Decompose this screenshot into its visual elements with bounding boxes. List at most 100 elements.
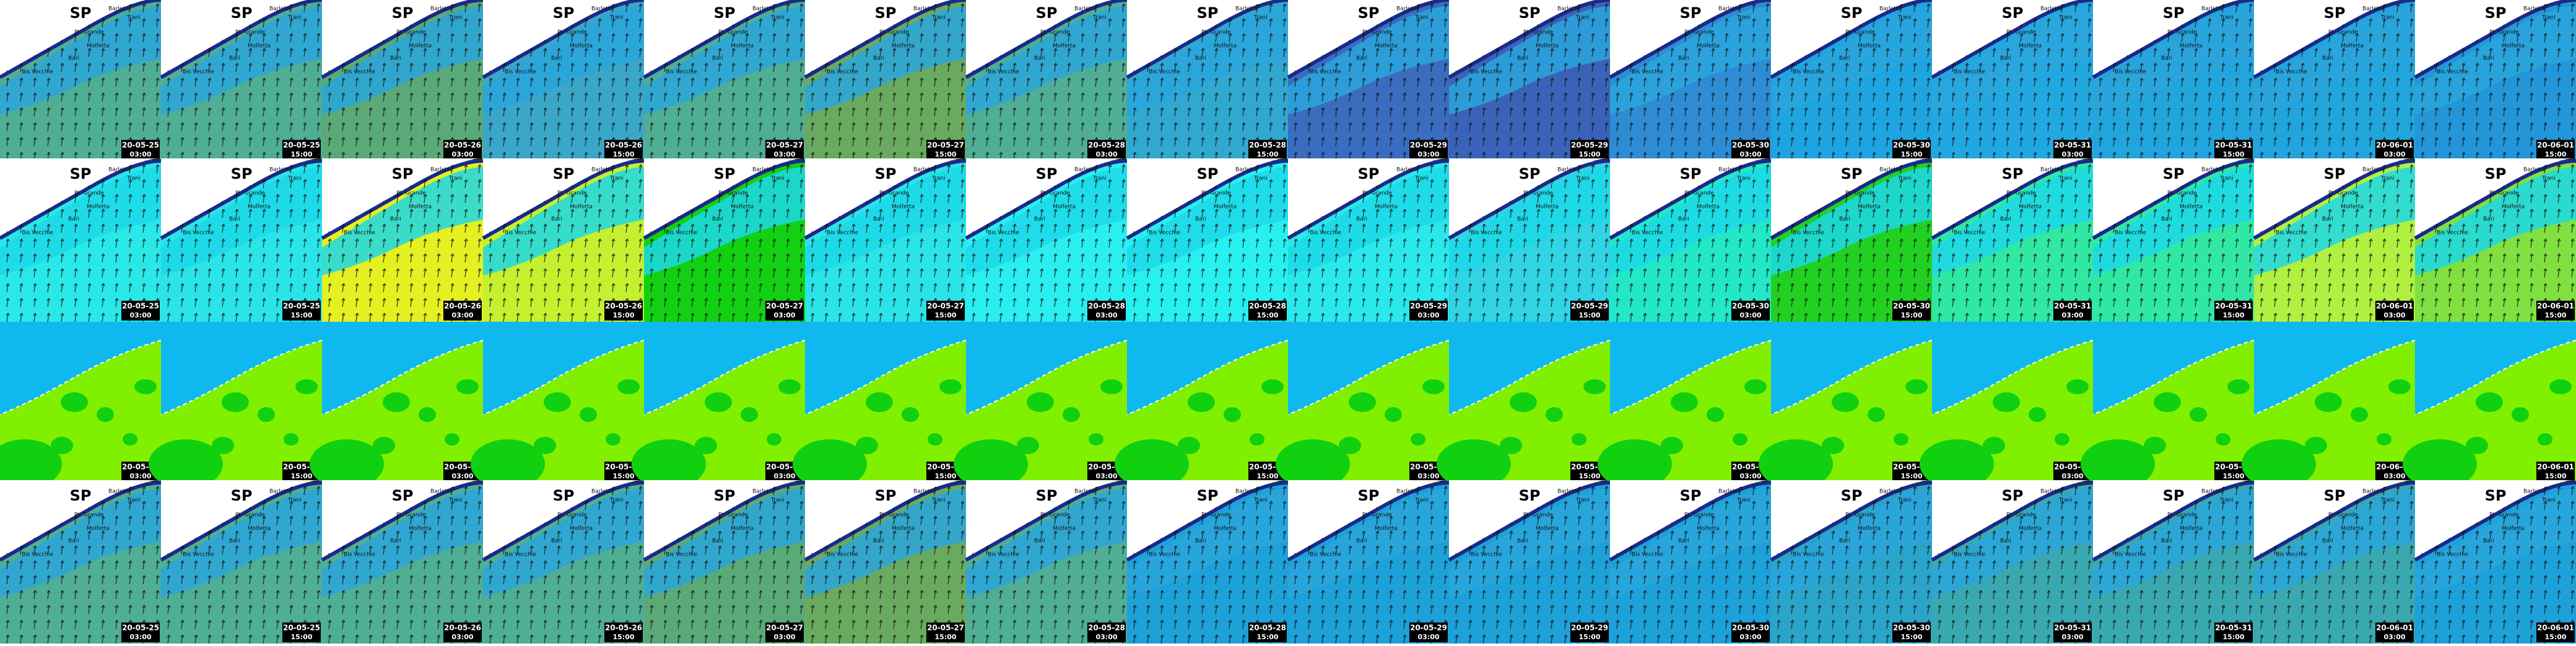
tile-title: SP — [392, 165, 414, 183]
place-label: Bis Vecchie — [2437, 230, 2468, 236]
tile-date: 20-05-30 — [1893, 141, 1930, 150]
map-tile: Barletta Trani Pt. Grande Molfetta Bari Bis V… — [321, 158, 484, 322]
tile-date: 20-05-31 — [2215, 302, 2252, 311]
tile-time: 03:00 — [2061, 311, 2083, 319]
land-mask — [2254, 480, 2415, 557]
place-label: Molfetta — [731, 43, 754, 50]
tile-time: 15:00 — [2222, 633, 2244, 641]
tile-time: 15:00 — [290, 311, 312, 319]
tile-date: 20-05-28 — [1249, 624, 1286, 632]
place-label: Bis Vecchie — [2115, 230, 2146, 236]
tile-date: 20-05-28 — [1249, 302, 1286, 311]
map-tile: Barletta Trani Pt. Grande Molfetta Bari Bis V… — [2253, 0, 2416, 161]
tile-title: SP — [2002, 165, 2024, 183]
tile-time: 15:00 — [2544, 472, 2566, 480]
place-label: Trani — [2541, 497, 2556, 504]
place-label: Molfetta — [409, 43, 432, 50]
lowland-patch — [1661, 437, 1683, 454]
place-label: Bari — [1839, 217, 1850, 223]
lowland-patch — [383, 392, 410, 412]
map-tile: Barletta Trani Pt. Grande Molfetta Bari Bis V… — [1126, 158, 1289, 322]
land-mask — [2254, 158, 2415, 235]
tile-date: 20-05-29 — [1571, 302, 1608, 311]
land-mask — [1449, 158, 1610, 235]
map-tile: Barletta Trani Pt. Grande Molfetta Bari Bis V… — [643, 480, 806, 644]
place-label: Trani — [1897, 15, 1912, 21]
place-label: Molfetta — [87, 526, 110, 532]
place-label: Bis Vecchie — [2437, 552, 2468, 558]
place-label: Bari — [873, 217, 884, 223]
lowland-patch — [1261, 379, 1284, 394]
lowland-patch — [580, 407, 597, 422]
tile-date: 20-05-26 — [605, 624, 642, 632]
timestamp-box — [2536, 301, 2575, 321]
tile-date: 20-06-01 — [2537, 463, 2574, 472]
timestamp-box — [1409, 622, 1448, 642]
place-label: Trani — [609, 15, 624, 21]
tile-time: 15:00 — [1578, 633, 1600, 641]
place-label: Bari — [712, 538, 723, 545]
place-label: Molfetta — [248, 43, 271, 50]
tile-time: 15:00 — [612, 633, 634, 641]
tile-time: 15:00 — [1256, 311, 1278, 319]
place-label: Bis Vecchie — [1793, 230, 1824, 236]
place-label: Pt. Grande — [1362, 512, 1392, 519]
lowland-patch — [1276, 439, 1350, 489]
map-tile: Barletta Trani Pt. Grande Molfetta Bari Bis V… — [160, 158, 323, 322]
place-label: Bari — [2322, 538, 2333, 545]
place-label: Pt. Grande — [2489, 191, 2519, 197]
tile-date: 20-05-25 — [283, 141, 320, 150]
map-tile: Barletta Trani Pt. Grande Molfetta Bari Bis V… — [482, 158, 645, 322]
place-label: Barletta — [108, 489, 131, 495]
place-label: Barletta — [430, 167, 453, 173]
place-label: Trani — [1253, 497, 1268, 504]
lowland-patch — [2227, 379, 2250, 394]
place-label: Molfetta — [1375, 43, 1398, 50]
lowland-patch — [1983, 437, 2005, 454]
place-label: Pt. Grande — [2006, 30, 2036, 36]
place-label: Pt. Grande — [1201, 191, 1231, 197]
land-mask — [483, 158, 644, 235]
place-label: Barletta — [913, 6, 936, 12]
place-label: Molfetta — [1214, 43, 1237, 50]
map-tile: Barletta Trani Pt. Grande Molfetta Bari Bis V… — [1287, 480, 1450, 644]
map-tile: Barletta Trani Pt. Grande Molfetta Bari Bis V… — [804, 158, 967, 322]
place-label: Bis Vecchie — [1471, 69, 1502, 75]
timestamp-box — [1087, 140, 1126, 160]
lowland-patch — [1822, 437, 1844, 454]
tile-date: 20-05-25 — [122, 302, 159, 311]
lowland-patch — [544, 392, 571, 412]
place-label: Pt. Grande — [2167, 30, 2197, 36]
timestamp-box — [926, 301, 965, 321]
tile-title: SP — [553, 4, 575, 22]
tile-date: 20-05-30 — [1732, 624, 1769, 632]
map-tile: Barletta Trani Pt. Grande Molfetta Bari Bis V… — [643, 0, 806, 161]
lowland-patch — [534, 437, 556, 454]
tile-title: SP — [231, 165, 253, 183]
place-label: Barletta — [591, 489, 614, 495]
map-tile: Barletta Trani Pt. Grande Molfetta Bari Bis V… — [0, 480, 162, 644]
place-label: Barletta — [430, 489, 453, 495]
tile-time: 15:00 — [2544, 311, 2566, 319]
tile-date: 20-05-29 — [1410, 302, 1447, 311]
timestamp-box — [1892, 301, 1931, 321]
tile-title: SP — [1358, 4, 1380, 22]
place-label: Trani — [2219, 15, 2234, 21]
place-label: Bis Vecchie — [1471, 552, 1502, 558]
place-label: Pt. Grande — [879, 191, 909, 197]
place-label: Trani — [2219, 176, 2234, 182]
place-label: Bis Vecchie — [183, 552, 214, 558]
place-label: Bis Vecchie — [2276, 230, 2307, 236]
place-label: Bis Vecchie — [827, 230, 858, 236]
timestamp-box — [1248, 140, 1287, 160]
land-mask — [1449, 0, 1593, 74]
place-label: Barletta — [1235, 489, 1258, 495]
place-label: Bari — [2161, 217, 2172, 223]
lowland-patch — [123, 433, 137, 446]
place-label: Pt. Grande — [396, 30, 426, 36]
map-tile: Barletta Trani Pt. Grande Molfetta Bari Bis V… — [2414, 158, 2576, 322]
